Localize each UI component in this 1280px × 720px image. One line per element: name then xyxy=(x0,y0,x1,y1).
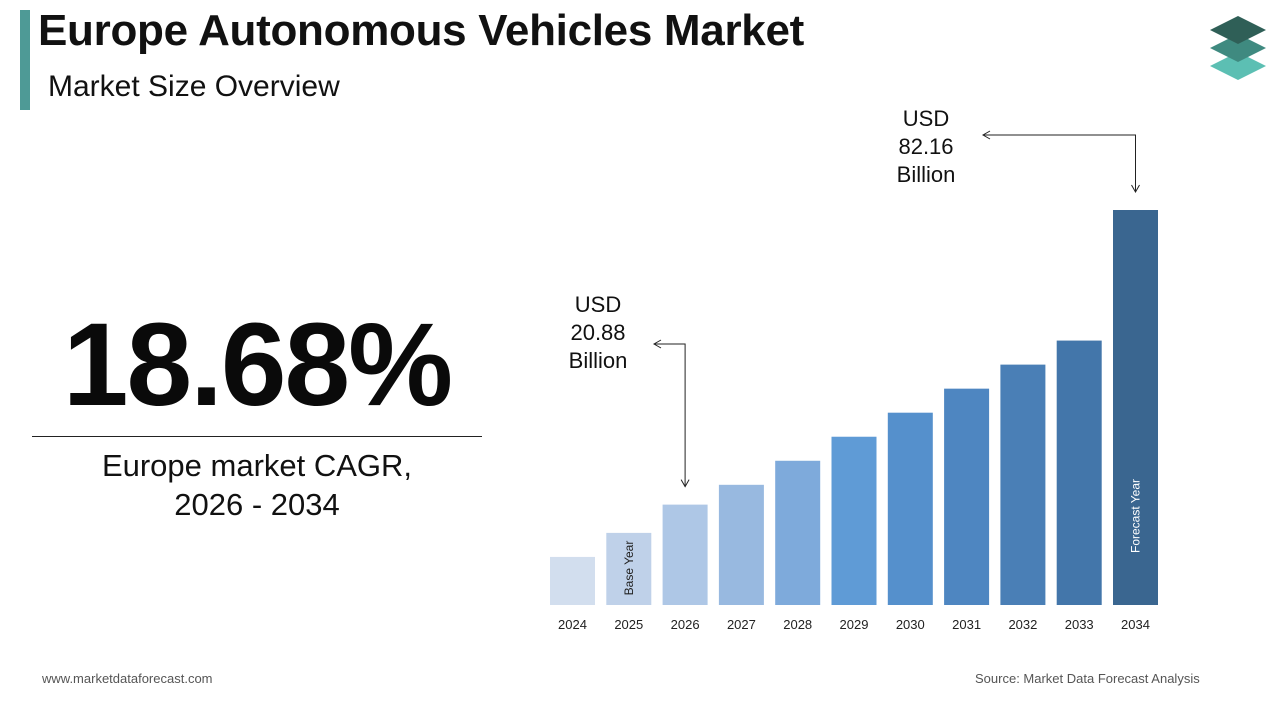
x-tick-label-2028: 2028 xyxy=(783,617,812,632)
logo-layer-bottom xyxy=(1210,52,1266,80)
x-tick-label-2024: 2024 xyxy=(558,617,587,632)
logo-layer-middle xyxy=(1210,34,1266,62)
cagr-value: 18.68% xyxy=(62,299,453,431)
bar-2027 xyxy=(718,484,764,605)
x-tick-label-2030: 2030 xyxy=(896,617,925,632)
stacked-layers-icon xyxy=(1210,16,1266,80)
annotation-2026-line-2: 20.88 xyxy=(570,320,625,345)
annotation-2026-line-1: USD xyxy=(575,292,621,317)
annotation-2034-line-3: Billion xyxy=(897,162,956,187)
website-url: www.marketdataforecast.com xyxy=(42,671,213,686)
bar-2029 xyxy=(831,436,877,605)
page-subtitle: Market Size Overview xyxy=(48,70,340,103)
x-tick-label-2034: 2034 xyxy=(1121,617,1150,632)
annotation-2034-arrowhead-down xyxy=(1131,184,1140,194)
bar-label-base-year: Base Year xyxy=(622,541,636,596)
cagr-divider xyxy=(32,436,482,437)
x-tick-label-2032: 2032 xyxy=(1008,617,1037,632)
cagr-label: Europe market CAGR, 2026 - 2034 xyxy=(32,446,482,524)
x-tick-label-2027: 2027 xyxy=(727,617,756,632)
bar-2032 xyxy=(1000,364,1046,605)
cagr-label-line-2: 2026 - 2034 xyxy=(174,487,340,522)
bar-label-forecast-year: Forecast Year xyxy=(1129,479,1143,553)
bar-2030 xyxy=(887,412,933,605)
annotation-2034-line-2: 82.16 xyxy=(898,134,953,159)
bar-2024 xyxy=(550,556,595,605)
x-tick-label-2031: 2031 xyxy=(952,617,981,632)
annotation-2026-arrowhead-down xyxy=(680,479,690,488)
page-title: Europe Autonomous Vehicles Market xyxy=(38,6,804,55)
logo-layer-top xyxy=(1210,16,1266,44)
bar-2028 xyxy=(775,460,821,605)
x-tick-label-2029: 2029 xyxy=(840,617,869,632)
annotation-2026-arrowhead-left xyxy=(652,339,662,349)
bar-2033 xyxy=(1056,340,1102,605)
bar-2031 xyxy=(944,388,990,605)
bar-2025 xyxy=(606,532,652,605)
bar-2034 xyxy=(1113,210,1158,605)
annotation-2034-connector xyxy=(983,134,1136,192)
title-accent-bar xyxy=(20,10,30,110)
annotation-2026-connector xyxy=(654,343,686,487)
x-tick-label-2025: 2025 xyxy=(614,617,643,632)
cagr-label-line-1: Europe market CAGR, xyxy=(101,448,413,483)
annotation-2026-line-3: Billion xyxy=(569,348,628,373)
x-tick-label-2026: 2026 xyxy=(671,617,700,632)
source-note: Source: Market Data Forecast Analysis xyxy=(975,671,1200,686)
annotation-2034-line-1: USD xyxy=(903,106,949,131)
x-tick-label-2033: 2033 xyxy=(1065,617,1094,632)
annotation-2034-arrowhead-left xyxy=(981,130,991,140)
bar-2026 xyxy=(662,504,708,605)
